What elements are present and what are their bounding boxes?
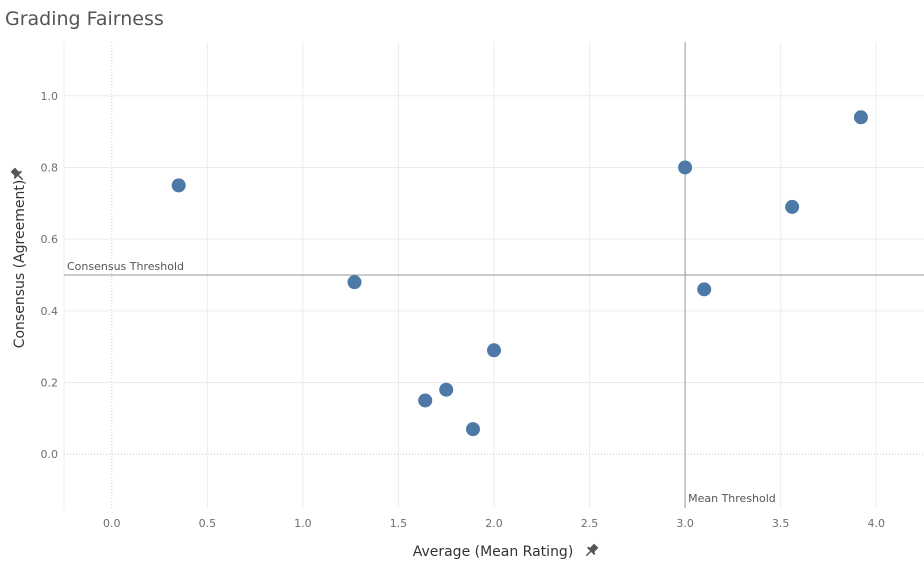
- consensus-threshold-label: Consensus Threshold: [67, 260, 184, 273]
- x-tick-label: 2.5: [581, 517, 599, 530]
- data-point[interactable]: [171, 178, 186, 193]
- data-point[interactable]: [418, 393, 433, 408]
- chart-title: Grading Fairness: [5, 8, 164, 30]
- x-axis-pin-icon[interactable]: [583, 542, 600, 559]
- y-tick-label: 0.0: [41, 448, 59, 461]
- y-tick-label: 1.0: [41, 90, 59, 103]
- x-tick-label: 4.0: [867, 517, 885, 530]
- data-point[interactable]: [678, 160, 693, 175]
- x-tick-label: 1.5: [390, 517, 408, 530]
- x-tick-label: 0.0: [103, 517, 121, 530]
- x-axis-title: Average (Mean Rating): [413, 544, 574, 560]
- x-tick-label: 0.5: [199, 517, 217, 530]
- data-point[interactable]: [465, 422, 480, 437]
- data-point[interactable]: [347, 275, 362, 290]
- data-points: [171, 110, 868, 437]
- x-axis-ticks: 0.0 0.5 1.0 1.5 2.0 2.5 3.0 3.5 4.0: [103, 517, 885, 530]
- y-axis-pin-icon[interactable]: [9, 166, 26, 183]
- x-tick-label: 1.0: [294, 517, 312, 530]
- data-point[interactable]: [853, 110, 868, 125]
- y-axis-title: Consensus (Agreement): [12, 180, 28, 349]
- data-point[interactable]: [785, 199, 800, 214]
- y-tick-label: 0.2: [41, 377, 59, 390]
- y-axis-ticks: 0.0 0.2 0.4 0.6 0.8 1.0: [41, 90, 59, 461]
- reference-lines: [64, 42, 924, 508]
- data-point[interactable]: [439, 382, 454, 397]
- x-tick-label: 2.0: [485, 517, 503, 530]
- y-tick-label: 0.6: [41, 233, 59, 246]
- mean-threshold-label: Mean Threshold: [688, 492, 776, 505]
- data-point[interactable]: [487, 343, 501, 358]
- x-tick-label: 3.5: [772, 517, 790, 530]
- x-tick-label: 3.0: [676, 517, 694, 530]
- y-tick-label: 0.4: [41, 305, 59, 318]
- y-tick-label: 0.8: [41, 161, 59, 174]
- data-point[interactable]: [697, 282, 712, 297]
